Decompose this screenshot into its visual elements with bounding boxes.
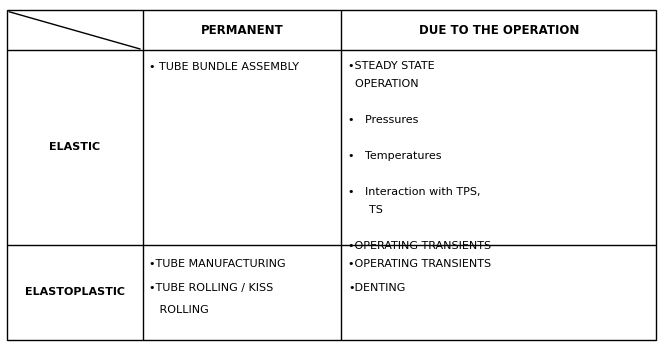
Text: •OPERATING TRANSIENTS: •OPERATING TRANSIENTS [348,241,491,251]
Text: •TUBE ROLLING / KISS: •TUBE ROLLING / KISS [149,283,273,293]
Text: ELASTIC: ELASTIC [49,143,100,152]
Text: ROLLING: ROLLING [149,305,209,315]
Text: •STEADY STATE: •STEADY STATE [348,61,435,71]
Text: •TUBE MANUFACTURING: •TUBE MANUFACTURING [149,259,286,269]
Text: PERMANENT: PERMANENT [201,24,283,37]
Text: •OPERATING TRANSIENTS: •OPERATING TRANSIENTS [348,259,491,269]
Text: •DENTING: •DENTING [348,283,406,293]
Text: ELASTOPLASTIC: ELASTOPLASTIC [25,287,125,297]
Text: • TUBE BUNDLE ASSEMBLY: • TUBE BUNDLE ASSEMBLY [149,62,299,73]
Text: TS: TS [348,205,383,215]
Text: •   Pressures: • Pressures [348,115,418,125]
Text: DUE TO THE OPERATION: DUE TO THE OPERATION [419,24,579,37]
Text: •   Interaction with TPS,: • Interaction with TPS, [348,187,481,197]
Text: •   Temperatures: • Temperatures [348,151,442,161]
Text: OPERATION: OPERATION [348,79,419,89]
